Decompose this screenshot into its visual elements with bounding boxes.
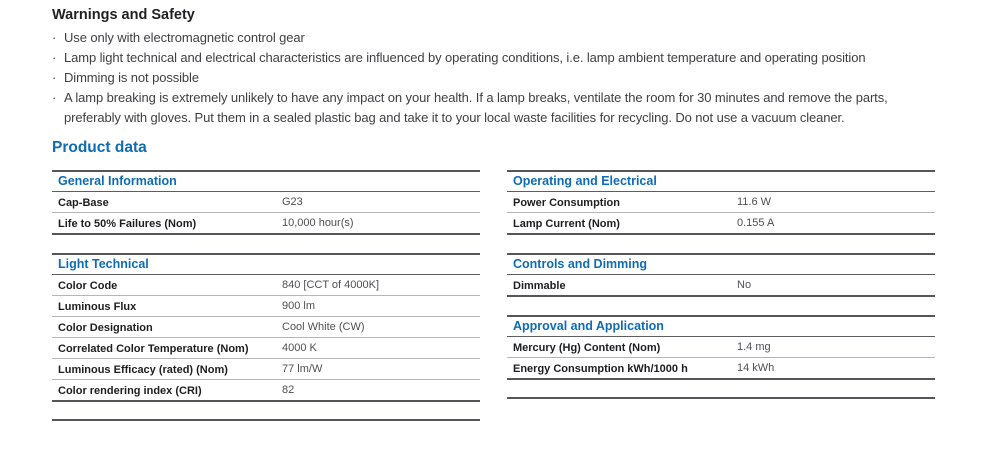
section-operating-and-electrical: Operating and Electrical Power Consumpti… [507,170,935,235]
bullet-icon: · [52,70,57,85]
row-label: Luminous Flux [58,301,137,313]
row-value: G23 [282,196,303,208]
row-value: 900 lm [282,300,316,312]
row-label: Life to 50% Failures (Nom) [58,218,197,230]
warning-text: Dimming is not possible [64,70,199,85]
product-data-title: Product data [52,139,147,156]
row-value: 1.4 mg [737,341,771,353]
section-heading: General Information [52,172,480,192]
row-label: Energy Consumption kWh/1000 h [513,363,688,375]
row-value: 10,000 hour(s) [282,217,354,229]
warning-item: · Dimming is not possible [52,68,910,88]
row-value: No [737,279,752,291]
row-label: Color Code [58,280,118,292]
warning-item: · A lamp breaking is extremely unlikely t… [52,88,910,128]
row-value: 77 lm/W [282,363,323,375]
table-row: Lamp Current (Nom) 0.155 A [507,213,935,233]
bullet-icon: · [52,30,57,45]
table-row: Energy Consumption kWh/1000 h 14 kWh [507,358,935,378]
row-label: Correlated Color Temperature (Nom) [58,343,249,355]
row-label: Luminous Efficacy (rated) (Nom) [58,364,228,376]
row-label: Lamp Current (Nom) [513,218,620,230]
row-value: 82 [282,384,295,396]
row-label: Mercury (Hg) Content (Nom) [513,342,661,354]
section-heading: Approval and Application [507,317,935,337]
warning-text: Lamp light technical and electrical char… [64,50,866,65]
section-heading: Light Technical [52,255,480,275]
table-row: Color rendering index (CRI) 82 [52,380,480,400]
bullet-icon: · [52,90,57,105]
row-label: Cap-Base [58,197,109,209]
row-value: 14 kWh [737,362,775,374]
table-row: Cap-Base G23 [52,192,480,213]
row-label: Color rendering index (CRI) [58,385,202,397]
datasheet-page: Warnings and Safety · Use only with elect… [52,6,953,421]
section-approval-and-application: Approval and Application Mercury (Hg) Co… [507,315,935,380]
table-row: Dimmable No [507,275,935,295]
table-row: Color Code 840 [CCT of 4000K] [52,275,480,296]
row-value: 4000 K [282,342,317,354]
product-data-columns: General Information Cap-Base G23 Life to… [52,170,953,421]
table-row: Power Consumption 11.6 W [507,192,935,213]
warning-item: · Lamp light technical and electrical cha… [52,48,910,68]
row-value: 840 [CCT of 4000K] [282,279,380,291]
section-light-technical: Light Technical Color Code 840 [CCT of 4… [52,253,480,402]
table-row: Life to 50% Failures (Nom) 10,000 hour(s… [52,213,480,233]
table-row: Luminous Efficacy (rated) (Nom) 77 lm/W [52,359,480,380]
warnings-list: · Use only with electromagnetic control g… [52,28,953,128]
warnings-section: Warnings and Safety · Use only with elect… [52,6,953,128]
row-label: Dimmable [513,280,566,292]
warning-item: · Use only with electromagnetic control g… [52,28,910,48]
row-value: 0.155 A [737,217,775,229]
section-heading: Operating and Electrical [507,172,935,192]
bullet-icon: · [52,50,57,65]
warnings-title: Warnings and Safety [52,7,195,23]
table-row: Mercury (Hg) Content (Nom) 1.4 mg [507,337,935,358]
table-row: Luminous Flux 900 lm [52,296,480,317]
row-label: Power Consumption [513,197,620,209]
table-row: Correlated Color Temperature (Nom) 4000 … [52,338,480,359]
truncated-section-top-rule [507,397,935,399]
truncated-section-top-rule [52,419,480,421]
row-value: Cool White (CW) [282,321,365,333]
row-value: 11.6 W [737,196,772,208]
table-row: Color Designation Cool White (CW) [52,317,480,338]
row-label: Color Designation [58,322,153,334]
section-controls-and-dimming: Controls and Dimming Dimmable No [507,253,935,297]
section-general-information: General Information Cap-Base G23 Life to… [52,170,480,235]
warning-text: A lamp breaking is extremely unlikely to… [64,90,888,125]
right-column: Operating and Electrical Power Consumpti… [507,170,935,421]
section-heading: Controls and Dimming [507,255,935,275]
left-column: General Information Cap-Base G23 Life to… [52,170,480,421]
warning-text: Use only with electromagnetic control ge… [64,30,305,45]
